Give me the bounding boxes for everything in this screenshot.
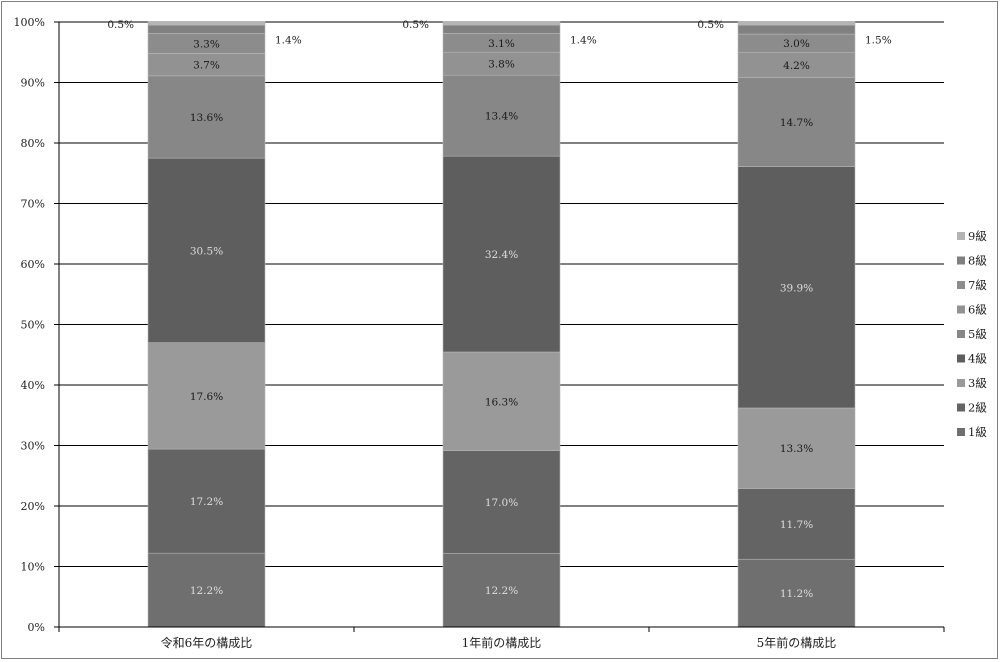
data-label: 13.4% [485, 111, 518, 123]
data-label: 11.7% [780, 519, 813, 531]
bar-segment [442, 351, 561, 451]
data-label: 30.5% [190, 245, 223, 257]
bar-segment [737, 24, 856, 35]
y-tick-label: 20% [21, 500, 45, 513]
y-tick-label: 50% [21, 319, 45, 332]
bar-segment [737, 51, 856, 78]
legend-label: 6級 [968, 303, 987, 317]
data-label: 3.0% [783, 38, 810, 50]
data-label: 1.4% [275, 34, 302, 46]
bar-segment [737, 77, 856, 167]
legend-swatch [957, 330, 965, 338]
data-label: 17.0% [485, 497, 518, 509]
category-label: 令和6年の構成比 [161, 635, 253, 650]
legend-label: 3級 [968, 376, 987, 390]
data-label: 13.3% [780, 443, 813, 455]
data-label: 12.2% [485, 585, 518, 597]
data-label: 17.2% [190, 496, 223, 508]
y-tick-label: 60% [21, 258, 45, 271]
data-label: 14.7% [780, 117, 813, 129]
legend-swatch [957, 403, 965, 412]
data-label: 1.5% [865, 35, 892, 47]
bar-segment [737, 407, 856, 489]
data-label: 0.5% [697, 19, 724, 31]
data-label: 0.5% [402, 19, 429, 31]
bar-segment [442, 24, 561, 34]
data-label: 39.9% [780, 282, 813, 294]
data-label: 0.5% [107, 19, 134, 31]
y-tick-label: 10% [21, 561, 45, 574]
bar-segment [442, 155, 561, 353]
legend-label: 9級 [968, 229, 987, 243]
y-tick-label: 0% [28, 621, 45, 634]
legend-label: 1級 [968, 425, 987, 439]
legend-label: 7級 [968, 278, 987, 292]
category-label: 5年前の構成比 [757, 635, 837, 650]
data-label: 12.2% [190, 585, 223, 597]
y-tick-label: 90% [21, 77, 45, 90]
legend-swatch [957, 281, 965, 289]
bar-segment [442, 21, 561, 26]
bar-segment [147, 24, 266, 34]
legend-swatch [957, 428, 965, 436]
legend: 9級 8級 7級 6級 5級 4級 3級 2級 1級 [957, 229, 987, 439]
legend-label: 2級 [968, 401, 987, 415]
legend-swatch [957, 232, 965, 240]
data-label: 32.4% [485, 249, 518, 261]
y-tick-label: 100% [14, 16, 45, 29]
y-tick-label: 40% [21, 379, 45, 392]
data-label: 3.3% [193, 38, 220, 50]
data-label: 3.8% [488, 59, 515, 71]
data-label: 3.1% [488, 38, 515, 50]
bar-segment [737, 21, 856, 26]
bar-segment [737, 488, 856, 560]
data-label: 3.7% [193, 60, 220, 72]
data-label: 16.3% [485, 396, 518, 408]
data-label: 4.2% [783, 60, 810, 72]
bar-segment [147, 157, 266, 343]
bar-segment [147, 342, 266, 450]
data-label: 1.4% [570, 34, 597, 46]
y-tick-label: 30% [21, 440, 45, 453]
legend-label: 5級 [968, 327, 987, 341]
data-label: 13.6% [190, 112, 223, 124]
bar-segment [147, 21, 266, 26]
bar-segment [737, 166, 856, 409]
data-label: 11.2% [780, 588, 813, 600]
bar-segment [147, 448, 266, 554]
bar-segment [737, 558, 856, 628]
legend-swatch [957, 256, 965, 265]
y-tick-label: 70% [21, 198, 45, 211]
legend-swatch [957, 379, 965, 387]
axes: 0% 10% 20% 30% 40% 50% 60% 70% 80% 90% 100% 令和6年の構成… [14, 16, 945, 650]
bars [147, 21, 856, 628]
legend-swatch [957, 305, 965, 314]
category-label: 1年前の構成比 [462, 635, 542, 650]
data-label: 17.6% [190, 391, 223, 403]
y-tick-label: 80% [21, 137, 45, 150]
bar-segment [442, 450, 561, 554]
bar-segment [442, 74, 561, 157]
legend-label: 4級 [968, 352, 987, 366]
legend-swatch [957, 354, 965, 363]
data-labels: 12.2% 17.2% 17.6% 30.5% 13.6% 3.7% 3.3% 1.4% 0.5… [107, 19, 891, 600]
bar-segment [147, 75, 266, 159]
legend-label: 8級 [968, 254, 987, 268]
